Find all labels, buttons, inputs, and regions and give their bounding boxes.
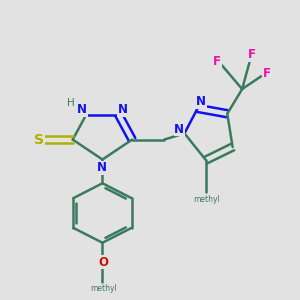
Text: methyl: methyl xyxy=(194,195,220,204)
Text: F: F xyxy=(213,55,221,68)
Text: H: H xyxy=(68,98,75,108)
Text: F: F xyxy=(262,68,271,80)
Text: N: N xyxy=(196,95,206,108)
Text: O: O xyxy=(99,256,109,269)
Text: N: N xyxy=(118,103,128,116)
Text: N: N xyxy=(97,161,107,174)
Text: N: N xyxy=(174,123,184,136)
Text: S: S xyxy=(34,133,44,147)
Text: F: F xyxy=(248,48,256,62)
Text: N: N xyxy=(77,103,87,116)
Text: methyl: methyl xyxy=(90,284,117,293)
